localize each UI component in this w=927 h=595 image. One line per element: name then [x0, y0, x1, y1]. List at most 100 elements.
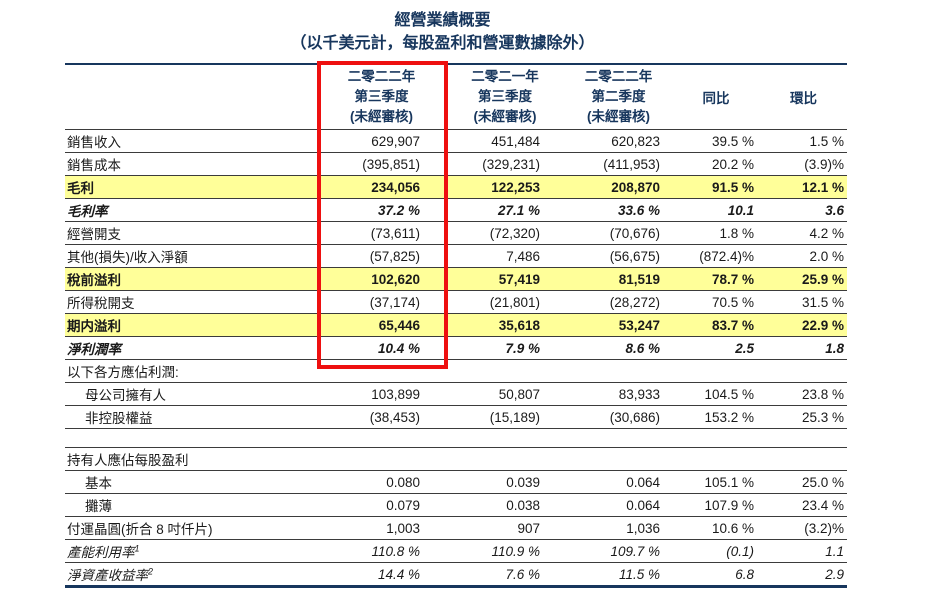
financial-summary-table: 二零二二年 第三季度 (未經審核) 二零二一年 第三季度 (未經審核) 二零二二… [65, 63, 847, 588]
cell-2022-q2: 208,870 [611, 179, 660, 195]
cell-2022-q2: 0.064 [626, 497, 660, 513]
cell-yoy: 1.8 % [719, 225, 754, 241]
cell-2022-q2: 620,823 [611, 133, 660, 149]
cell-2022-q3 [318, 360, 445, 383]
report-heading: 經營業績概要 （以千美元計，每股盈利和營運數據除外） [0, 10, 885, 54]
cell-2022-q2: (30,686) [609, 409, 660, 425]
cell-yoy: (872.4)% [699, 248, 754, 264]
row-label: 銷售收入 [67, 135, 121, 150]
row-label: 其他(損失)/收入淨額 [67, 250, 188, 265]
cell-yoy: 70.5 % [711, 294, 754, 310]
header-line-quarter: 第三季度 [354, 89, 409, 104]
row-label: 基本 [85, 476, 112, 491]
cell-2021-q3 [445, 448, 565, 471]
table-row: 攤薄 0.079 0.038 0.064 107.9 % 23.4 % [65, 494, 847, 517]
row-label: 經營開支 [67, 227, 121, 242]
header-line-year: 二零二一年 [471, 69, 539, 84]
cell-2022-q3: 1,003 [386, 520, 420, 536]
cell-yoy [672, 448, 760, 471]
cell-2022-q3: 234,056 [371, 179, 420, 195]
table-row: 銷售收入 629,907 451,484 620,823 39.5 % 1.5 … [65, 130, 847, 153]
cell-qoq: 31.5 % [801, 294, 844, 310]
cell-2021-q3: 0.038 [506, 497, 540, 513]
row-label: 銷售成本 [67, 158, 121, 173]
table-row: 毛利率 37.2 % 27.1 % 33.6 % 10.1 3.6 [65, 199, 847, 222]
cell-2022-q3: (38,453) [369, 409, 420, 425]
column-header-2021-q3: 二零二一年 第三季度 (未經審核) [445, 64, 565, 130]
row-label: 期内溢利 [67, 319, 121, 334]
header-line-quarter: 第二季度 [591, 89, 646, 104]
cell-qoq: 1.1 [825, 543, 844, 559]
cell-2021-q3: 50,807 [498, 386, 540, 402]
table-row: 淨利潤率 10.4 % 7.9 % 8.6 % 2.5 1.8 [65, 337, 847, 360]
row-label: 攤薄 [85, 499, 112, 514]
cell-qoq [760, 448, 847, 471]
row-label: 持有人應佔每股盈利 [67, 453, 189, 468]
cell-qoq: 2.0 % [809, 248, 844, 264]
cell-2022-q3 [318, 448, 445, 471]
header-line-unaudited: (未經審核) [473, 109, 537, 124]
cell-2022-q2: 109.7 % [610, 543, 660, 559]
cell-2022-q2: 11.5 % [618, 566, 660, 582]
cell-yoy: 6.8 [735, 566, 754, 582]
row-label: 毛利率 [67, 204, 108, 219]
cell-2021-q3: 7.9 % [505, 340, 540, 356]
cell-yoy: 78.7 % [711, 271, 754, 287]
cell-qoq: 25.0 % [801, 474, 844, 490]
column-header-2022-q3: 二零二二年 第三季度 (未經審核) [318, 64, 445, 130]
cell-2022-q3: 110.8 % [371, 543, 420, 559]
cell-2022-q2: 53,247 [618, 317, 660, 333]
cell-2022-q3: (57,825) [369, 248, 420, 264]
table-row: 期内溢利 65,446 35,618 53,247 83.7 % 22.9 % [65, 313, 847, 337]
header-row: 二零二二年 第三季度 (未經審核) 二零二一年 第三季度 (未經審核) 二零二二… [65, 64, 847, 130]
table-body: 銷售收入 629,907 451,484 620,823 39.5 % 1.5 … [65, 130, 847, 587]
cell-2022-q3: 0.080 [386, 474, 420, 490]
cell-2022-q2: 8.6 % [625, 340, 660, 356]
cell-2022-q2: 33.6 % [617, 202, 660, 218]
spacer-row [65, 429, 847, 448]
column-header-qoq: 環比 [790, 91, 817, 106]
header-line-year: 二零二二年 [347, 69, 416, 84]
cell-yoy: 107.9 % [704, 497, 754, 513]
financial-table-container: 二零二二年 第三季度 (未經審核) 二零二一年 第三季度 (未經審核) 二零二二… [65, 63, 847, 588]
cell-2022-q3: 102,620 [371, 271, 420, 287]
cell-2021-q3: 35,618 [498, 317, 540, 333]
row-label: 毛利 [67, 181, 94, 196]
row-label: 產能利用率1 [67, 543, 140, 561]
row-label: 非控股權益 [85, 411, 153, 426]
table-row: 其他(損失)/收入淨額 (57,825) 7,486 (56,675) (872… [65, 245, 847, 268]
cell-2021-q3: 7,486 [506, 248, 540, 264]
header-line-unaudited: (未經審核) [587, 109, 650, 124]
page-title: 經營業績概要 [394, 12, 491, 29]
cell-2022-q2 [565, 360, 672, 383]
cell-2021-q3: 122,253 [491, 179, 540, 195]
cell-2021-q3: 907 [517, 520, 540, 536]
cell-qoq: 25.9 % [801, 271, 844, 287]
cell-2022-q3: (37,174) [369, 294, 420, 310]
cell-2021-q3 [445, 360, 565, 383]
row-label: 母公司擁有人 [85, 388, 166, 403]
header-line-unaudited: (未經審核) [350, 109, 413, 124]
cell-qoq: 23.4 % [801, 497, 844, 513]
table-row: 以下各方應佔利潤: [65, 360, 847, 383]
cell-yoy: 104.5 % [704, 386, 754, 402]
cell-qoq: (3.9)% [804, 156, 844, 172]
row-label: 稅前溢利 [67, 273, 121, 288]
cell-qoq: 1.5 % [809, 133, 844, 149]
header-line-year: 二零二二年 [584, 69, 653, 84]
cell-2022-q3: 103,899 [371, 386, 420, 402]
cell-2021-q3: 27.1 % [497, 202, 540, 218]
cell-2022-q3: (73,611) [370, 225, 420, 241]
column-header-2022-q2: 二零二二年 第二季度 (未經審核) [565, 64, 672, 130]
cell-qoq: 1.8 [825, 340, 844, 356]
row-label: 以下各方應佔利潤: [67, 365, 179, 380]
cell-2022-q2: (56,675) [609, 248, 660, 264]
cell-2022-q2: 0.064 [626, 474, 660, 490]
cell-2021-q3: 57,419 [498, 271, 540, 287]
cell-qoq: 2.9 [825, 566, 844, 582]
header-line-quarter: 第三季度 [478, 89, 532, 104]
table-row: 經營開支 (73,611) (72,320) (70,676) 1.8 % 4.… [65, 222, 847, 245]
cell-yoy: 83.7 % [711, 317, 754, 333]
cell-2022-q3: 0.079 [386, 497, 420, 513]
